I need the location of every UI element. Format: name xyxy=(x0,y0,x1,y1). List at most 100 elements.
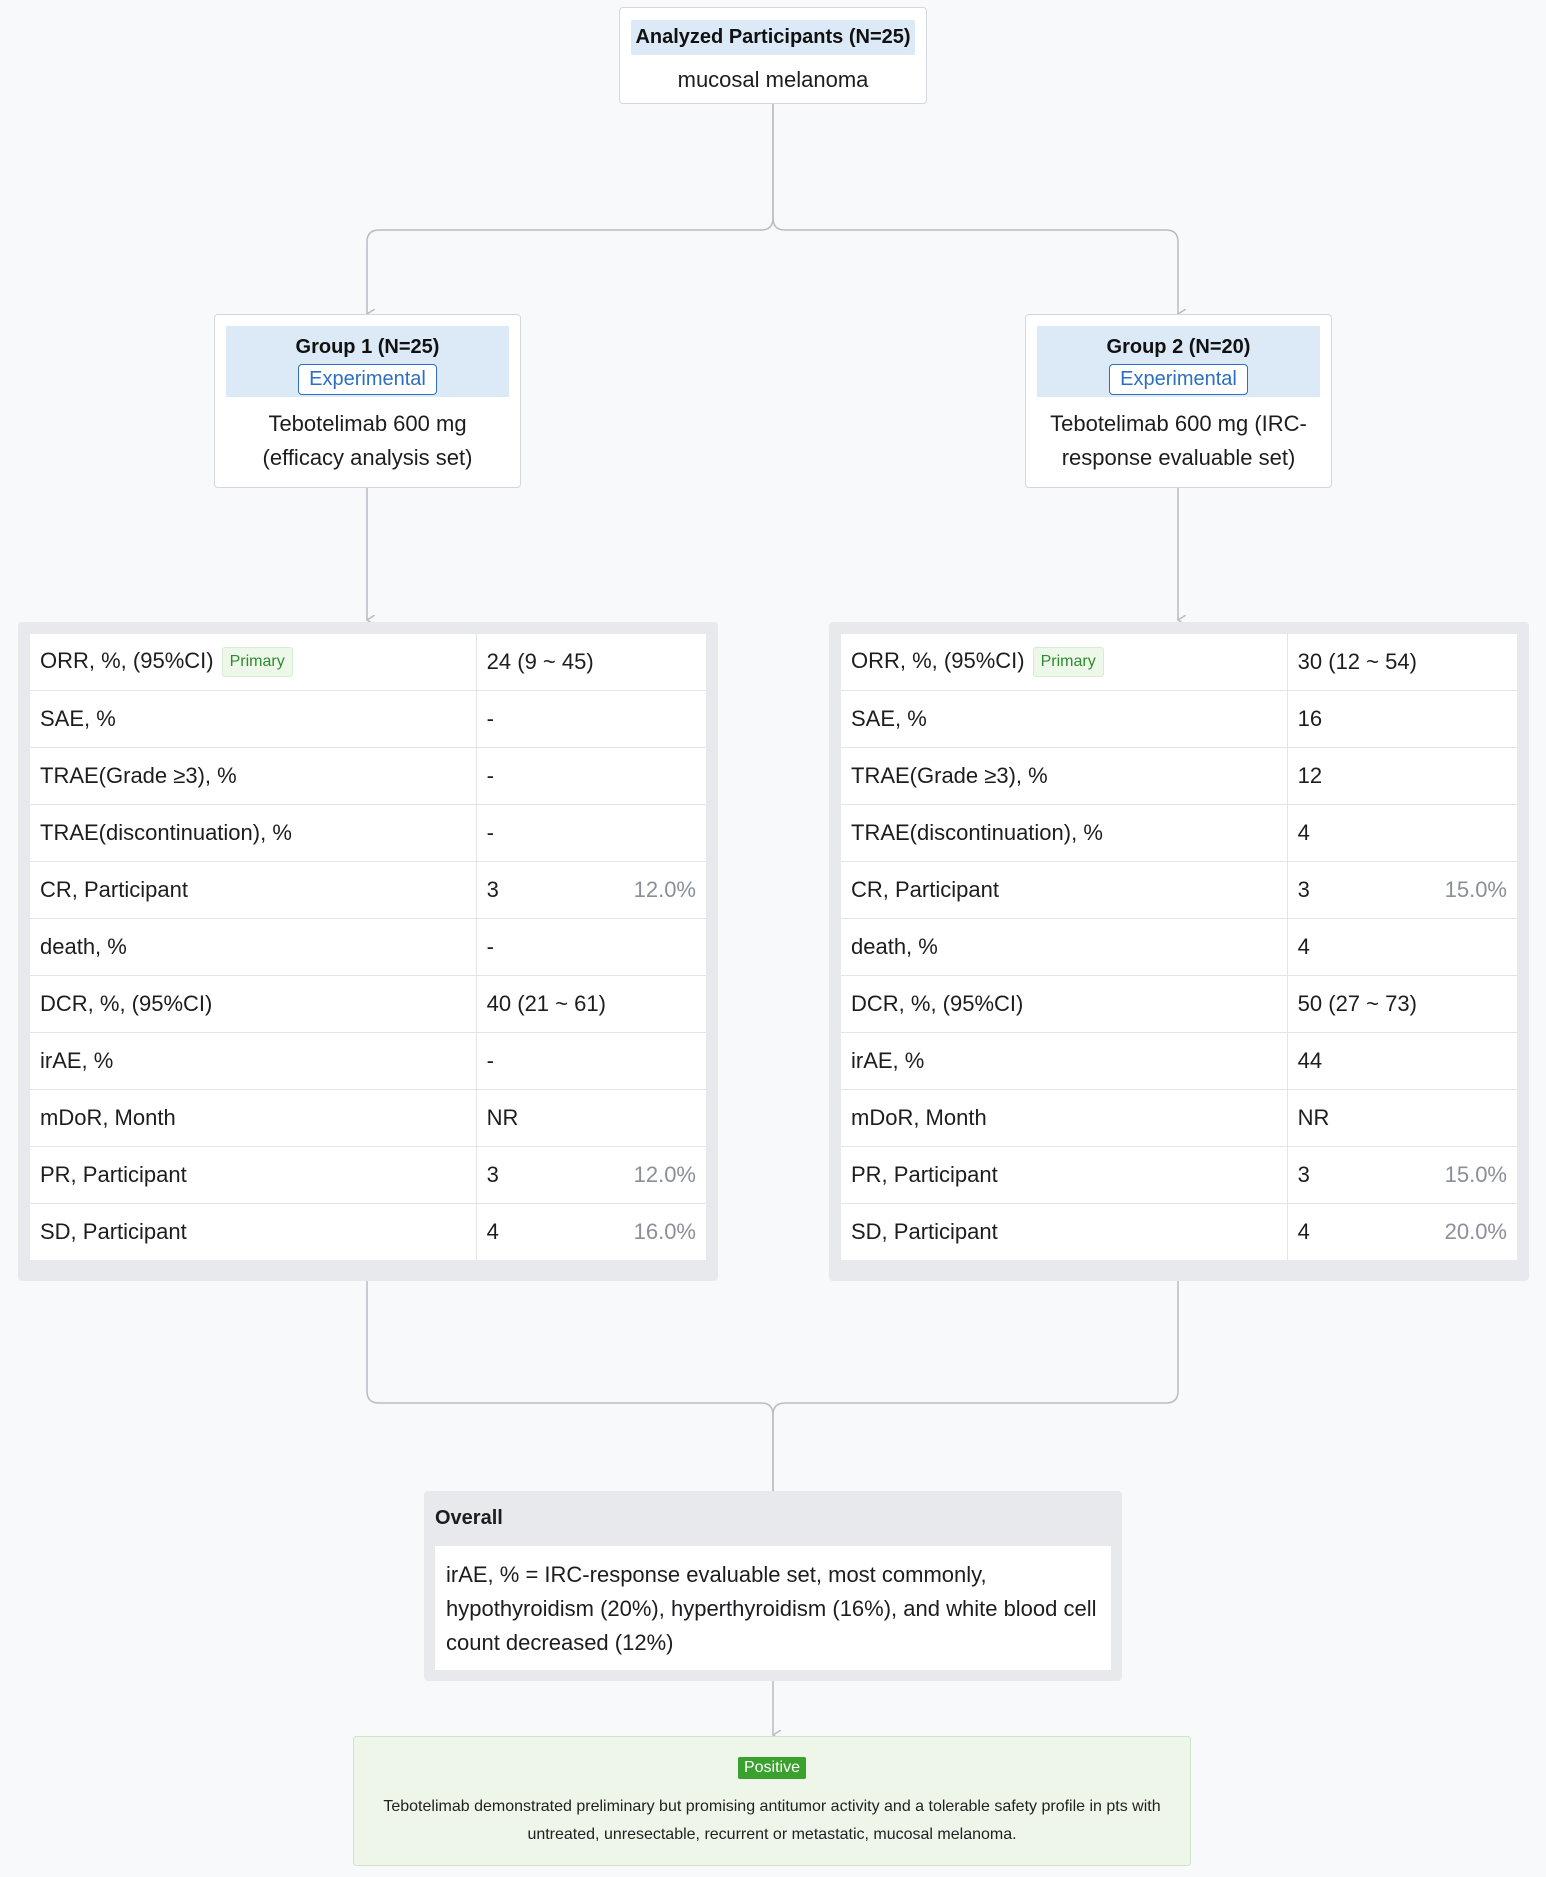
result-value-cell: 3 15.0% xyxy=(1287,1147,1517,1204)
result-percentage: 15.0% xyxy=(1445,1162,1507,1188)
result-row: death, % 4 xyxy=(841,919,1517,976)
primary-endpoint-tag: Primary xyxy=(222,647,293,677)
result-row: DCR, %, (95%CI) 40 (21 ~ 61) xyxy=(30,976,706,1033)
result-label: mDoR, Month xyxy=(851,1105,987,1130)
result-value-cell: 4 xyxy=(1287,805,1517,862)
result-row: ORR, %, (95%CI) Primary 30 (12 ~ 54) xyxy=(841,634,1517,691)
result-label-cell: mDoR, Month xyxy=(841,1090,1287,1147)
result-value-cell: 24 (9 ~ 45) xyxy=(476,634,706,691)
result-label: ORR, %, (95%CI) xyxy=(40,648,214,673)
group-1-description: Tebotelimab 600 mg (efficacy analysis se… xyxy=(226,407,509,475)
result-value-cell: 12 xyxy=(1287,748,1517,805)
result-label: DCR, %, (95%CI) xyxy=(851,991,1023,1016)
result-label-cell: ORR, %, (95%CI) Primary xyxy=(30,634,476,691)
result-value-cell: 3 15.0% xyxy=(1287,862,1517,919)
result-row: SD, Participant420.0% xyxy=(841,1204,1517,1261)
result-value-cell: - xyxy=(476,691,706,748)
result-percentage: 12.0% xyxy=(634,877,696,903)
result-row: SD, Participant416.0% xyxy=(30,1204,706,1261)
result-value: 40 (21 ~ 61) xyxy=(487,991,606,1016)
result-row: PR, Participant312.0% xyxy=(30,1147,706,1204)
result-label: SAE, % xyxy=(40,706,116,731)
result-value: - xyxy=(487,706,494,731)
result-label-cell: SAE, % xyxy=(841,691,1287,748)
result-row: SAE, %16 xyxy=(841,691,1517,748)
overall-title: Overall xyxy=(435,1491,1111,1546)
result-value-cell: - xyxy=(476,805,706,862)
result-row: TRAE(discontinuation), % - xyxy=(30,805,706,862)
result-row: TRAE(Grade ≥3), % - xyxy=(30,748,706,805)
result-row: SAE, % - xyxy=(30,691,706,748)
result-value-cell: NR xyxy=(1287,1090,1517,1147)
result-value: 3 xyxy=(487,1162,499,1187)
result-label-cell: TRAE(discontinuation), % xyxy=(30,805,476,862)
result-label-cell: death, % xyxy=(30,919,476,976)
result-label-cell: TRAE(discontinuation), % xyxy=(841,805,1287,862)
result-label: PR, Participant xyxy=(851,1162,998,1187)
result-value-cell: 40 (21 ~ 61) xyxy=(476,976,706,1033)
root-node: Analyzed Participants (N=25) mucosal mel… xyxy=(619,7,927,104)
result-label-cell: CR, Participant xyxy=(30,862,476,919)
result-value: 44 xyxy=(1298,1048,1322,1073)
primary-endpoint-tag: Primary xyxy=(1033,647,1104,677)
result-value-cell: 416.0% xyxy=(476,1204,706,1261)
result-label-cell: DCR, %, (95%CI) xyxy=(841,976,1287,1033)
result-label-cell: CR, Participant xyxy=(841,862,1287,919)
connector-root-to-group1 xyxy=(367,104,773,314)
result-label: CR, Participant xyxy=(851,877,999,902)
result-value: 24 (9 ~ 45) xyxy=(487,649,594,674)
result-value-cell: - xyxy=(476,919,706,976)
group-2-arm-badge: Experimental xyxy=(1109,364,1248,395)
root-title: Analyzed Participants (N=25) xyxy=(631,20,915,55)
result-value-cell: 16 xyxy=(1287,691,1517,748)
connector-results2-to-overall xyxy=(773,1281,1178,1491)
result-value: 3 xyxy=(1298,1162,1310,1187)
result-value-cell: 30 (12 ~ 54) xyxy=(1287,634,1517,691)
group-1-header: Group 1 (N=25) Experimental xyxy=(226,326,509,397)
result-value-cell: 50 (27 ~ 73) xyxy=(1287,976,1517,1033)
result-row: mDoR, Month NR xyxy=(841,1090,1517,1147)
result-label: ORR, %, (95%CI) xyxy=(851,648,1025,673)
result-label: irAE, % xyxy=(851,1048,924,1073)
result-row: irAE, % - xyxy=(30,1033,706,1090)
result-label: death, % xyxy=(40,934,127,959)
result-row: irAE, % 44 xyxy=(841,1033,1517,1090)
result-label-cell: death, % xyxy=(841,919,1287,976)
result-percentage: 16.0% xyxy=(634,1219,696,1245)
result-value: 50 (27 ~ 73) xyxy=(1298,991,1417,1016)
result-percentage: 20.0% xyxy=(1445,1219,1507,1245)
result-row: PR, Participant 3 15.0% xyxy=(841,1147,1517,1204)
result-value: 3 xyxy=(1298,877,1310,902)
result-label: CR, Participant xyxy=(40,877,188,902)
result-label-cell: ORR, %, (95%CI) Primary xyxy=(841,634,1287,691)
result-label: irAE, % xyxy=(40,1048,113,1073)
group-1-title: Group 1 (N=25) xyxy=(226,336,509,359)
result-percentage: 15.0% xyxy=(1445,877,1507,903)
result-label: TRAE(Grade ≥3), % xyxy=(851,763,1048,788)
result-row: TRAE(Grade ≥3), % 12 xyxy=(841,748,1517,805)
group-1-node: Group 1 (N=25) Experimental Tebotelimab … xyxy=(214,314,521,488)
result-value-cell: 4 xyxy=(1287,919,1517,976)
result-value: - xyxy=(487,820,494,845)
result-label-cell: SD, Participant xyxy=(841,1204,1287,1261)
result-value: 4 xyxy=(1298,934,1310,959)
result-label: DCR, %, (95%CI) xyxy=(40,991,212,1016)
result-label: mDoR, Month xyxy=(40,1105,176,1130)
result-value-cell: 312.0% xyxy=(476,1147,706,1204)
result-label: TRAE(Grade ≥3), % xyxy=(40,763,237,788)
group-2-results-table: ORR, %, (95%CI) Primary 30 (12 ~ 54)SAE, %… xyxy=(841,634,1517,1260)
result-label-cell: SD, Participant xyxy=(30,1204,476,1261)
group-2-description: Tebotelimab 600 mg (IRC-response evaluab… xyxy=(1037,407,1320,475)
result-row: death, % - xyxy=(30,919,706,976)
group-1-arm-badge: Experimental xyxy=(298,364,437,395)
result-label-cell: TRAE(Grade ≥3), % xyxy=(841,748,1287,805)
result-label-cell: DCR, %, (95%CI) xyxy=(30,976,476,1033)
connector-root-to-group2 xyxy=(773,104,1178,314)
result-value: - xyxy=(487,934,494,959)
result-value-cell: 420.0% xyxy=(1287,1204,1517,1261)
group-2-results-panel: ORR, %, (95%CI) Primary 30 (12 ~ 54)SAE, %… xyxy=(829,622,1529,1281)
result-value: - xyxy=(487,1048,494,1073)
result-label: TRAE(discontinuation), % xyxy=(40,820,292,845)
result-value: - xyxy=(487,763,494,788)
result-label: TRAE(discontinuation), % xyxy=(851,820,1103,845)
